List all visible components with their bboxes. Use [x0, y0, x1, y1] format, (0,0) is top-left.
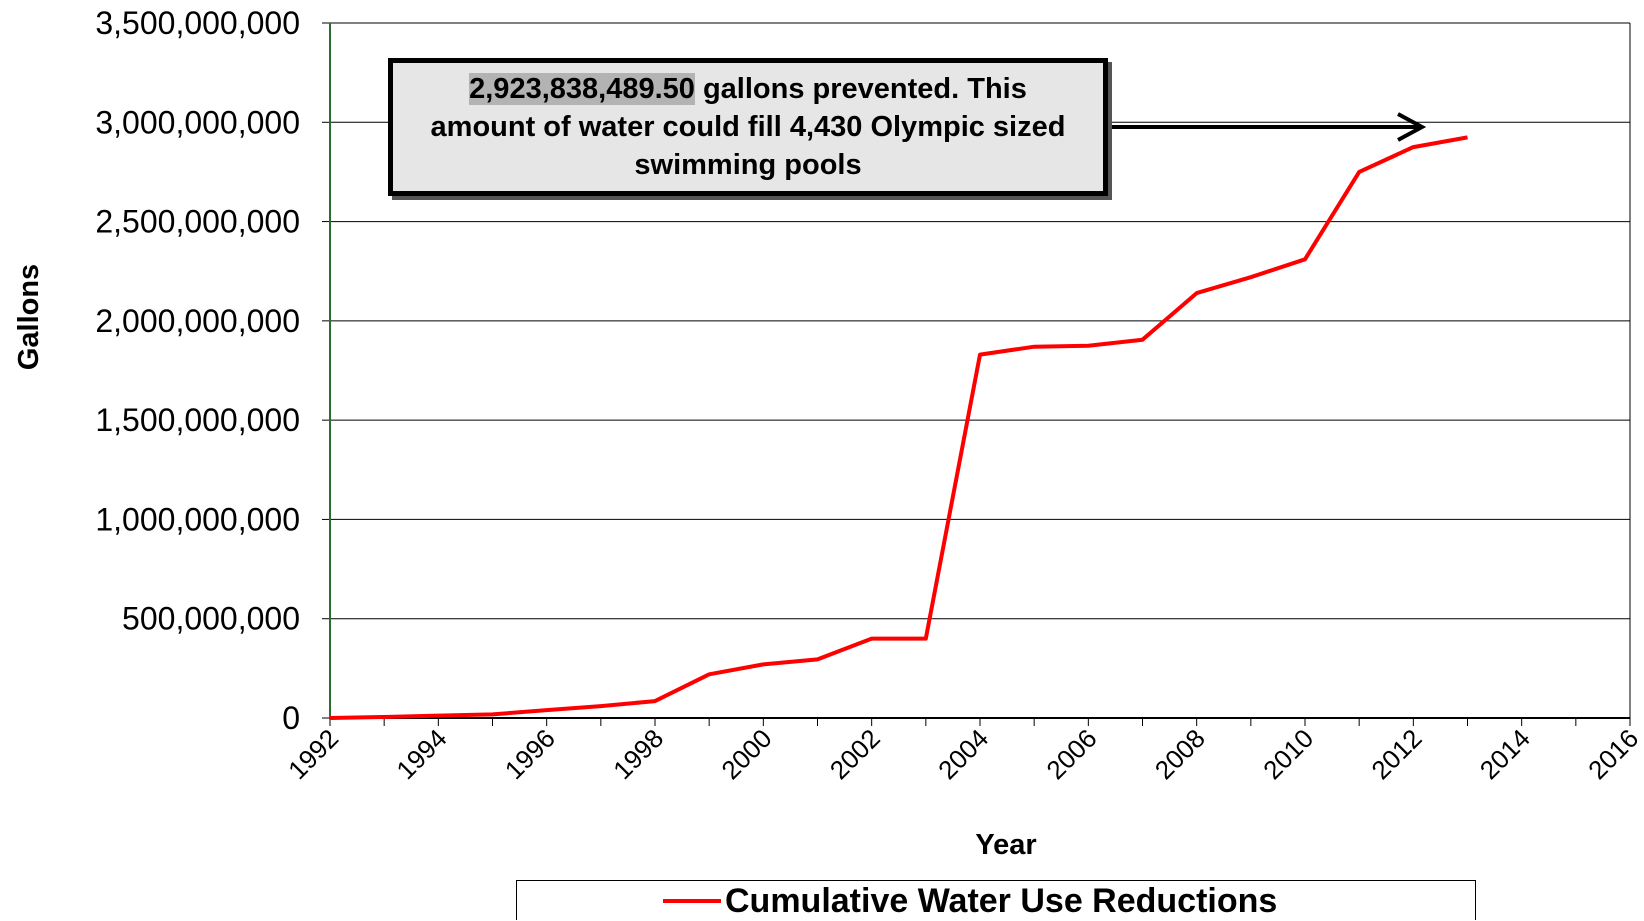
y-tick-label: 0 [282, 700, 300, 736]
series-points [330, 137, 1468, 718]
x-tick-label: 2012 [1365, 723, 1427, 785]
annotation-box: 2,923,838,489.50 gallons prevented. This… [388, 58, 1108, 196]
x-tick-label: 2010 [1257, 723, 1319, 785]
x-tick-label: 2004 [932, 723, 994, 785]
y-tick-label: 1,000,000,000 [95, 501, 300, 537]
x-tick-label: 1998 [607, 723, 669, 785]
y-tick-label: 2,000,000,000 [95, 303, 300, 339]
x-tick-label: 2014 [1474, 723, 1536, 785]
x-tick-label: 2002 [824, 723, 886, 785]
x-tick-label: 1994 [390, 723, 452, 785]
y-tick-label: 3,500,000,000 [95, 5, 300, 41]
x-tick-label: 2000 [715, 723, 777, 785]
x-tick-label: 2006 [1040, 723, 1102, 785]
y-tick-label: 2,500,000,000 [95, 204, 300, 240]
y-tick-labels: 0 500,000,000 1,000,000,000 1,500,000,000 2,… [95, 5, 300, 736]
legend-label: Cumulative Water Use Reductions [725, 881, 1277, 921]
series-line-cumulative-water-use-reductions [330, 137, 1468, 718]
x-tick-label: 2008 [1149, 723, 1211, 785]
annotation-text: 2,923,838,489.50 gallons prevented. This… [423, 70, 1073, 184]
x-axis-title: Year [975, 829, 1036, 861]
y-tick-label: 1,500,000,000 [95, 402, 300, 438]
x-tick-label: 1996 [499, 723, 561, 785]
x-tick-label: 2016 [1582, 723, 1644, 785]
legend-swatch [663, 899, 721, 903]
legend: Cumulative Water Use Reductions [516, 880, 1476, 920]
y-tick-label: 3,000,000,000 [95, 104, 300, 140]
y-tick-label: 500,000,000 [122, 601, 300, 637]
annotation-highlight-value: 2,923,838,489.50 [469, 73, 695, 105]
y-axis-title: Gallons [13, 264, 45, 370]
